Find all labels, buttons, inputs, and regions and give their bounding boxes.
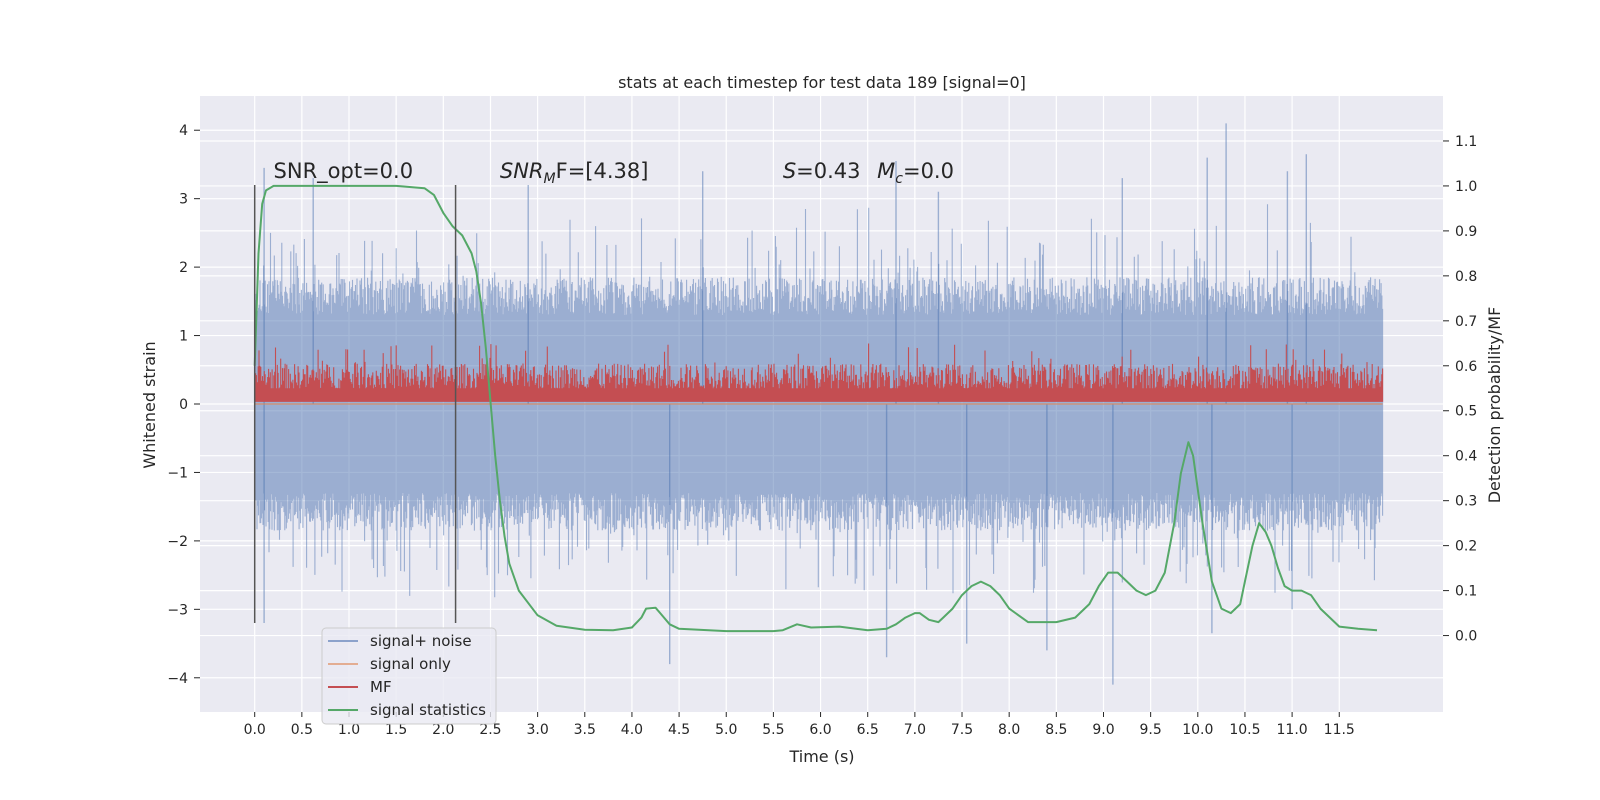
chart-title: stats at each timestep for test data 189… <box>618 73 1026 92</box>
x-tick-label: 5.0 <box>715 722 737 738</box>
x-tick-label: 7.0 <box>904 722 926 738</box>
y2-tick-label: 0.1 <box>1455 584 1477 600</box>
annotation-text: S=0.43 <box>783 159 861 183</box>
y2-axis-label: Detection probability/MF <box>1485 307 1504 504</box>
x-tick-label: 8.0 <box>998 722 1020 738</box>
x-tick-label: 9.5 <box>1140 722 1162 738</box>
x-tick-label: 1.5 <box>385 722 407 738</box>
y-tick-label: 3 <box>179 192 188 208</box>
x-tick-label: 11.5 <box>1324 722 1355 738</box>
legend-label: signal statistics <box>370 701 486 719</box>
annotations: SNR_opt=0.0 SNRMF=[4.38] S=0.43 Mc=0.0 <box>274 159 954 187</box>
annotation-text: Mc=0.0 <box>877 159 954 187</box>
x-axis: 0.0 0.5 1.0 1.5 2.0 2.5 3.0 3.5 4.0 4.5 5.0 5.5 6.0 6… <box>244 712 1355 738</box>
x-tick-label: 3.0 <box>526 722 548 738</box>
y2-tick-label: 0.8 <box>1455 269 1477 285</box>
y-tick-label: −1 <box>167 465 188 481</box>
y-tick-label: −3 <box>167 602 188 618</box>
y2-tick-label: 0.3 <box>1455 494 1477 510</box>
legend-box <box>321 627 497 725</box>
y-axis-label: Whitened strain <box>140 341 159 468</box>
x-tick-label: 6.5 <box>857 722 879 738</box>
legend: signal+ noise signal only MF signal statist… <box>321 627 497 725</box>
y-axis: −4 −3 −2 −1 0 1 2 3 4 <box>167 123 200 687</box>
series-signal-noise-extremes <box>263 123 1307 685</box>
y2-tick-label: 1.0 <box>1455 179 1477 195</box>
x-tick-label: 2.5 <box>479 722 501 738</box>
annotation-text: SNRMF=[4.38] <box>500 159 649 187</box>
y2-tick-label: 0.4 <box>1455 449 1477 465</box>
x-tick-label: 3.5 <box>574 722 596 738</box>
y2-tick-label: 0.6 <box>1455 359 1477 375</box>
y-tick-label: 0 <box>179 397 188 413</box>
x-tick-label: 4.0 <box>621 722 643 738</box>
annotation-text: SNR_opt=0.0 <box>274 159 414 184</box>
x-tick-label: 2.0 <box>432 722 454 738</box>
x-tick-label: 5.5 <box>762 722 784 738</box>
y-tick-label: 4 <box>179 123 188 139</box>
legend-label: signal+ noise <box>370 632 472 650</box>
y2-axis: 0.0 0.1 0.2 0.3 0.4 0.5 0.6 0.7 0.8 0.9 1.0 1.1 <box>1443 134 1477 645</box>
x-tick-label: 8.5 <box>1045 722 1067 738</box>
y2-tick-label: 1.1 <box>1455 134 1477 150</box>
y2-tick-label: 0.9 <box>1455 224 1477 240</box>
x-tick-label: 1.0 <box>338 722 360 738</box>
y2-tick-label: 0.5 <box>1455 404 1477 420</box>
series-layer <box>253 123 1384 685</box>
y2-tick-label: 0.0 <box>1455 629 1477 645</box>
y-tick-label: 1 <box>179 329 188 345</box>
y-tick-label: −4 <box>167 671 188 687</box>
y2-tick-label: 0.2 <box>1455 539 1477 555</box>
x-tick-label: 9.0 <box>1092 722 1114 738</box>
x-tick-label: 6.0 <box>809 722 831 738</box>
legend-label: MF <box>370 678 392 696</box>
x-axis-label: Time (s) <box>788 747 854 766</box>
y2-tick-label: 0.7 <box>1455 314 1477 330</box>
y-tick-label: 2 <box>179 260 188 276</box>
x-tick-label: 11.0 <box>1277 722 1308 738</box>
series-signal-statistics <box>253 184 1378 633</box>
x-tick-label: 0.0 <box>244 722 266 738</box>
x-tick-label: 10.5 <box>1229 722 1260 738</box>
legend-label: signal only <box>370 655 451 673</box>
x-tick-label: 4.5 <box>668 722 690 738</box>
x-tick-label: 10.0 <box>1182 722 1213 738</box>
x-tick-label: 0.5 <box>291 722 313 738</box>
vline-layer <box>253 184 457 624</box>
x-tick-label: 7.5 <box>951 722 973 738</box>
y-tick-label: −2 <box>167 534 188 550</box>
